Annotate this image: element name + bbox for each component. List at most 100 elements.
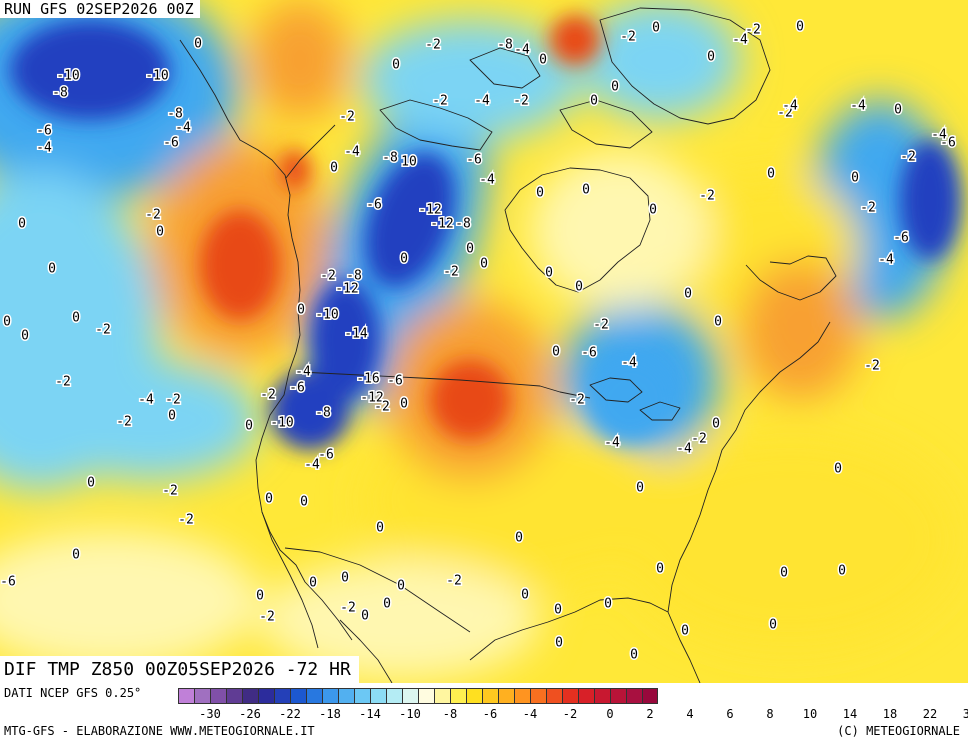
contour-label: -6 [289, 381, 305, 396]
coastline-great-lakes [589, 377, 681, 421]
contour-label: -2 [513, 94, 529, 109]
contour-label: -2 [777, 106, 793, 121]
coastline-baja [261, 511, 319, 649]
contour-label: -12 [360, 391, 383, 406]
coastline-pacific [179, 39, 353, 641]
credit-right: (C) METEOGIORNALE [837, 724, 960, 738]
contour-label: -2 [178, 513, 194, 528]
color-swatch [578, 688, 594, 704]
contour-label: -12 [335, 282, 358, 297]
contour-label: 0 [168, 409, 176, 424]
color-swatch [194, 688, 210, 704]
contour-label: -4 [850, 99, 866, 114]
run-title: RUN GFS 02SEP2026 00Z [0, 0, 200, 18]
color-swatch [386, 688, 402, 704]
contour-label: -4 [304, 458, 320, 473]
contour-label: -12 [430, 217, 453, 232]
contour-label: 0 [575, 280, 583, 295]
scale-tick-label: -22 [279, 707, 301, 721]
contour-label: 0 [480, 257, 488, 272]
contour-label: -4 [514, 43, 530, 58]
contour-label: -6 [893, 231, 909, 246]
contour-label: 0 [590, 94, 598, 109]
color-swatch [450, 688, 466, 704]
contour-label: -2 [339, 110, 355, 125]
contour-label: 0 [21, 329, 29, 344]
contour-label: 0 [400, 397, 408, 412]
scale-tick-label: -18 [319, 707, 341, 721]
scale-tick-label: 4 [686, 707, 694, 721]
contour-label: 0 [265, 492, 273, 507]
color-swatch [370, 688, 386, 704]
contour-label: -6 [0, 575, 16, 590]
contour-label: -6 [466, 153, 482, 168]
contour-label: 0 [309, 576, 317, 591]
contour-label: -8 [315, 406, 331, 421]
color-swatch [466, 688, 482, 704]
contour-label: 0 [714, 315, 722, 330]
coastline-arctic-3 [559, 99, 653, 149]
contour-label: 0 [330, 161, 338, 176]
contour-label: -4 [931, 128, 947, 143]
contour-label: 0 [838, 564, 846, 579]
contour-label: 0 [87, 476, 95, 491]
contour-label: 0 [681, 624, 689, 639]
contour-label: -16 [356, 372, 379, 387]
scale-tick-label: -2 [562, 707, 578, 721]
contour-label: -12 [418, 203, 441, 218]
contour-label: 0 [300, 495, 308, 510]
contour-label: -4 [36, 141, 52, 156]
coastline-greenland [599, 7, 771, 125]
contour-label: -4 [344, 145, 360, 160]
contour-label: -6 [366, 198, 382, 213]
contour-label: 0 [834, 462, 842, 477]
contour-label: -6 [940, 136, 956, 151]
scale-tick-label: -8 [442, 707, 458, 721]
contour-label: 0 [297, 303, 305, 318]
contour-label: 0 [400, 252, 408, 267]
contour-label: 0 [894, 103, 902, 118]
contour-label: 0 [48, 262, 56, 277]
contour-label: -8 [167, 107, 183, 122]
coastline-hudson [504, 167, 651, 293]
border-us-mexico [284, 547, 471, 633]
contour-label: -2 [443, 265, 459, 280]
contour-label: 0 [156, 225, 164, 240]
contour-label: -8 [346, 269, 362, 284]
contour-label: -2 [162, 484, 178, 499]
contour-label: -2 [374, 400, 390, 415]
contour-label: 0 [684, 287, 692, 302]
color-swatch [338, 688, 354, 704]
color-swatch [562, 688, 578, 704]
contour-label: 10 [401, 155, 417, 170]
contour-label: -2 [95, 323, 111, 338]
color-swatch [290, 688, 306, 704]
contour-label: 0 [851, 171, 859, 186]
scale-tick-label: -10 [399, 707, 421, 721]
contour-label: -4 [474, 94, 490, 109]
contour-label: 0 [521, 588, 529, 603]
contour-label: 0 [652, 21, 660, 36]
contour-label: 0 [630, 648, 638, 663]
contour-label: -8 [52, 86, 68, 101]
color-swatch [210, 688, 226, 704]
contour-label: -6 [387, 374, 403, 389]
contour-label: 0 [539, 53, 547, 68]
contour-label: 0 [545, 266, 553, 281]
color-swatch [322, 688, 338, 704]
scale-tick-label: -30 [199, 707, 221, 721]
scale-tick-label: 10 [802, 707, 818, 721]
contour-label: 0 [3, 315, 11, 330]
contour-label: -4 [604, 436, 620, 451]
contour-label: -2 [55, 375, 71, 390]
data-source-label: DATI NCEP GFS 0.25° [4, 686, 142, 700]
contour-label: -2 [745, 23, 761, 38]
color-swatch [402, 688, 418, 704]
contour-label: 0 [376, 521, 384, 536]
contour-label: -2 [446, 574, 462, 589]
color-swatch [498, 688, 514, 704]
coastline-arctic-1 [379, 99, 493, 151]
contour-label: -2 [593, 318, 609, 333]
color-swatch [530, 688, 546, 704]
contour-label: -2 [691, 432, 707, 447]
